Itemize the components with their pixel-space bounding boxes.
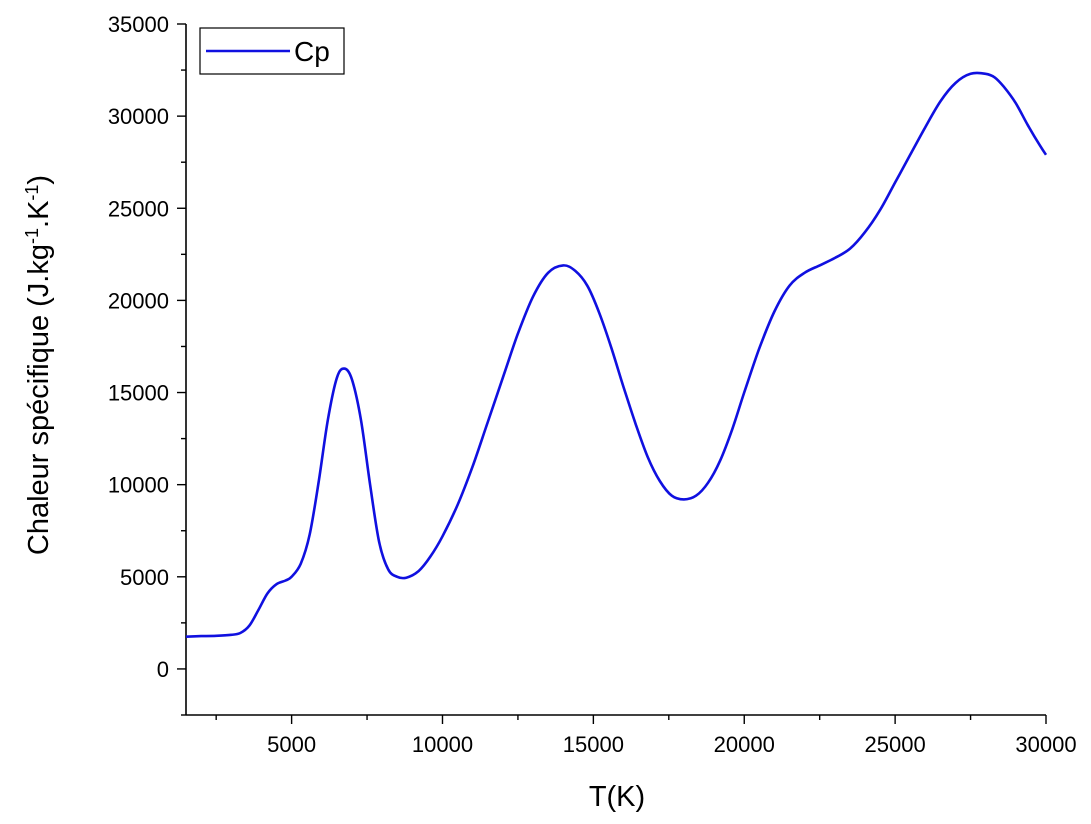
y-axis-ticks: 0 5000 10000 15000 20000 25000 30000 35000 [108, 12, 186, 716]
y-tick-label: 5000 [120, 565, 169, 590]
y-axis-title-base: Chaleur spécifique (J.kg [23, 244, 55, 555]
axes [185, 24, 1046, 716]
x-tick-label: 25000 [865, 732, 926, 757]
x-tick-label: 15000 [563, 732, 624, 757]
x-tick-label: 20000 [714, 732, 775, 757]
y-axis-title-sup1: -1 [22, 228, 42, 244]
y-tick-label: 10000 [108, 473, 169, 498]
x-tick-label: 5000 [267, 732, 316, 757]
y-tick-label: 0 [157, 657, 169, 682]
y-axis-title-sup2: -1 [22, 185, 42, 201]
y-tick-label: 35000 [108, 12, 169, 37]
series-line-cp [185, 71, 1048, 638]
legend-label-cp: Cp [294, 36, 330, 67]
y-tick-label: 20000 [108, 288, 169, 313]
x-axis-ticks: 5000 10000 15000 20000 25000 30000 [215, 715, 1077, 757]
y-tick-label: 30000 [108, 104, 169, 129]
y-tick-label: 25000 [108, 196, 169, 221]
x-tick-label: 30000 [1015, 732, 1076, 757]
legend: Cp [199, 27, 345, 75]
y-axis-title-mid: .K [23, 200, 55, 228]
x-tick-label: 10000 [412, 732, 473, 757]
x-axis-title: T(K) [589, 781, 645, 813]
series-layer [185, 71, 1048, 638]
y-axis-title-end: ) [23, 175, 55, 185]
y-axis-title: Chaleur spécifique (J.kg-1.K-1) [22, 175, 55, 555]
y-tick-label: 15000 [108, 381, 169, 406]
